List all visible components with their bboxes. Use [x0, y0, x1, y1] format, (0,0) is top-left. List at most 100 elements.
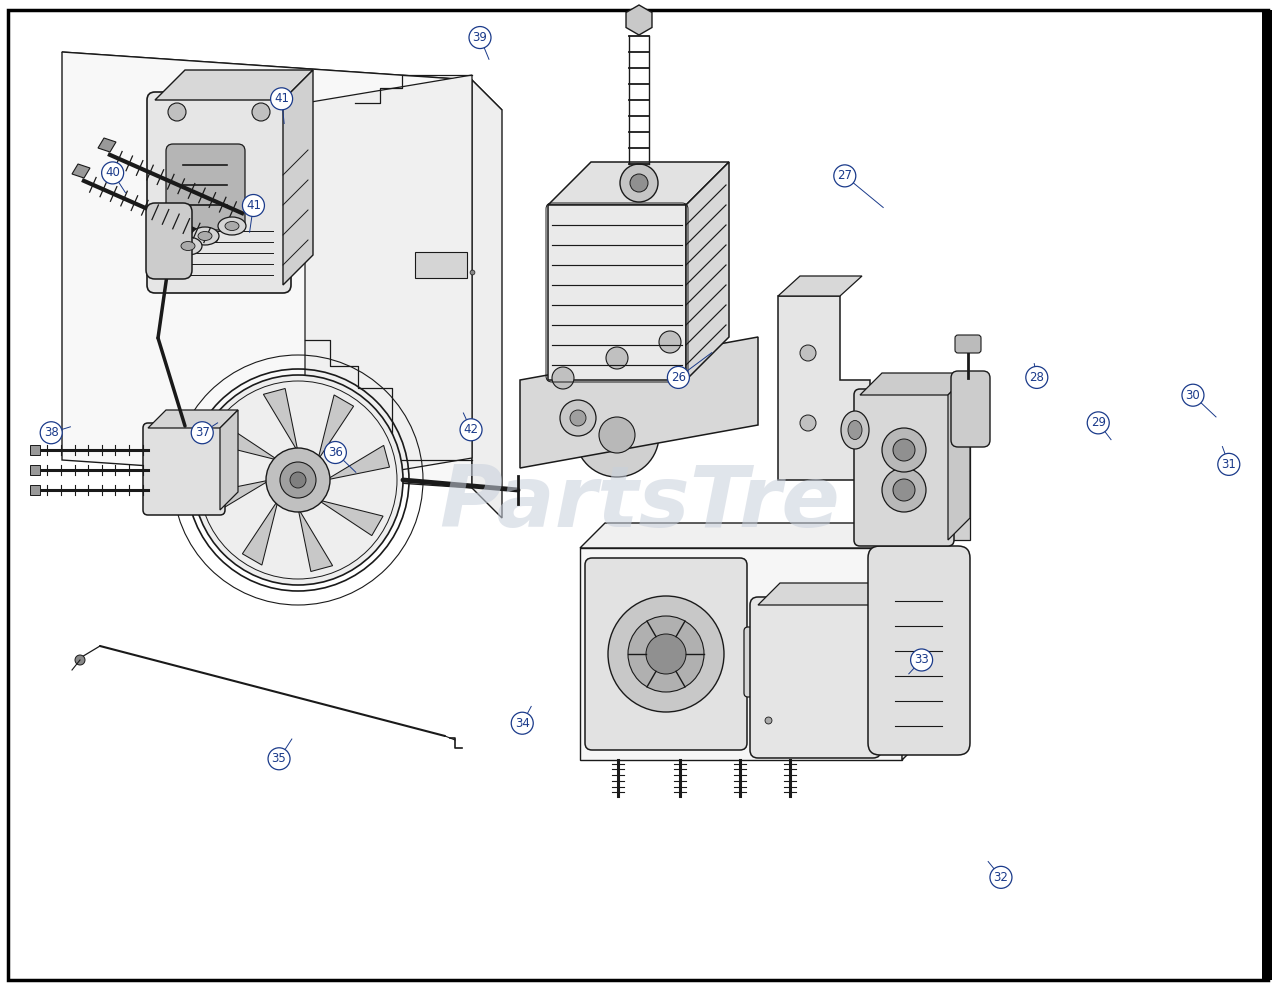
Circle shape: [511, 712, 534, 734]
Polygon shape: [155, 70, 314, 100]
Circle shape: [893, 479, 915, 501]
FancyBboxPatch shape: [868, 546, 970, 755]
Polygon shape: [148, 410, 238, 428]
Polygon shape: [220, 410, 238, 510]
Circle shape: [40, 422, 63, 444]
Circle shape: [1025, 367, 1048, 388]
Polygon shape: [520, 337, 758, 468]
Circle shape: [460, 419, 483, 441]
Circle shape: [893, 439, 915, 461]
Circle shape: [989, 866, 1012, 888]
Polygon shape: [61, 52, 502, 110]
Circle shape: [605, 347, 628, 369]
Bar: [415, 252, 467, 278]
Circle shape: [268, 748, 291, 770]
Polygon shape: [902, 523, 927, 760]
Circle shape: [101, 162, 124, 184]
Text: 40: 40: [105, 166, 120, 180]
Polygon shape: [29, 465, 40, 475]
Text: 32: 32: [993, 870, 1009, 884]
Polygon shape: [778, 296, 870, 480]
Circle shape: [575, 393, 659, 477]
Polygon shape: [686, 162, 730, 380]
Circle shape: [659, 331, 681, 353]
Circle shape: [1217, 453, 1240, 475]
Circle shape: [270, 88, 293, 110]
FancyBboxPatch shape: [146, 203, 192, 279]
Text: 38: 38: [44, 426, 59, 440]
Circle shape: [800, 415, 817, 431]
Ellipse shape: [180, 241, 195, 251]
FancyBboxPatch shape: [951, 371, 989, 447]
Circle shape: [599, 417, 635, 453]
Circle shape: [833, 165, 856, 187]
Polygon shape: [326, 446, 389, 480]
Polygon shape: [860, 373, 970, 395]
Circle shape: [1087, 412, 1110, 434]
Text: 27: 27: [837, 169, 852, 183]
Text: 37: 37: [195, 426, 210, 440]
Text: 33: 33: [914, 653, 929, 667]
Text: 35: 35: [271, 752, 287, 766]
FancyBboxPatch shape: [585, 558, 748, 750]
FancyBboxPatch shape: [854, 389, 954, 546]
Polygon shape: [305, 75, 472, 486]
FancyBboxPatch shape: [744, 627, 788, 697]
FancyBboxPatch shape: [750, 597, 881, 758]
Polygon shape: [317, 500, 383, 535]
Ellipse shape: [218, 217, 246, 235]
Circle shape: [1181, 384, 1204, 406]
Polygon shape: [29, 445, 40, 455]
Ellipse shape: [849, 421, 861, 440]
Polygon shape: [472, 80, 502, 518]
Circle shape: [630, 174, 648, 192]
Polygon shape: [548, 162, 730, 205]
Text: 29: 29: [1091, 416, 1106, 430]
Circle shape: [252, 103, 270, 121]
Polygon shape: [626, 5, 652, 35]
Text: 30: 30: [1185, 388, 1201, 402]
Polygon shape: [29, 485, 40, 495]
FancyBboxPatch shape: [143, 423, 225, 515]
Polygon shape: [72, 164, 90, 178]
Ellipse shape: [225, 221, 239, 230]
Circle shape: [800, 345, 817, 361]
Polygon shape: [948, 373, 970, 540]
FancyBboxPatch shape: [955, 335, 980, 353]
Ellipse shape: [174, 237, 202, 255]
Text: 31: 31: [1221, 457, 1236, 471]
Polygon shape: [317, 395, 353, 460]
Text: 26: 26: [671, 370, 686, 384]
Circle shape: [570, 410, 586, 426]
Polygon shape: [298, 508, 333, 571]
Polygon shape: [548, 205, 686, 380]
Polygon shape: [264, 388, 298, 452]
FancyBboxPatch shape: [147, 92, 291, 293]
Text: 42: 42: [463, 423, 479, 437]
Circle shape: [646, 634, 686, 674]
Polygon shape: [283, 70, 314, 285]
Polygon shape: [206, 480, 270, 515]
Circle shape: [561, 400, 596, 436]
Circle shape: [266, 448, 330, 512]
Text: PartsTre: PartsTre: [439, 462, 841, 545]
Circle shape: [280, 462, 316, 498]
Circle shape: [191, 422, 214, 444]
Text: 34: 34: [515, 716, 530, 730]
Polygon shape: [580, 548, 902, 760]
Text: 41: 41: [246, 199, 261, 212]
Circle shape: [882, 428, 925, 472]
Circle shape: [620, 164, 658, 202]
Circle shape: [291, 472, 306, 488]
Circle shape: [324, 442, 347, 463]
Circle shape: [910, 649, 933, 671]
Polygon shape: [242, 500, 278, 565]
Text: 36: 36: [328, 446, 343, 459]
Text: 39: 39: [472, 31, 488, 44]
Text: 41: 41: [274, 92, 289, 106]
Polygon shape: [580, 523, 927, 548]
Circle shape: [242, 195, 265, 216]
Circle shape: [76, 655, 84, 665]
Ellipse shape: [191, 227, 219, 245]
Circle shape: [882, 468, 925, 512]
